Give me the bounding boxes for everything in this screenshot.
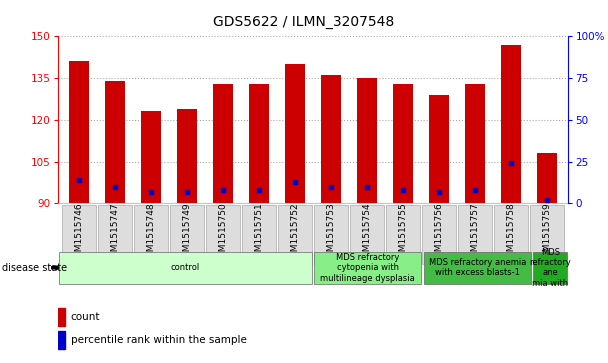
- Bar: [501, 45, 521, 203]
- Point: [218, 187, 228, 193]
- Text: GSM1515759: GSM1515759: [542, 203, 551, 263]
- Text: GSM1515749: GSM1515749: [183, 203, 192, 263]
- Point: [434, 189, 444, 195]
- Point: [290, 179, 300, 184]
- Bar: [465, 83, 485, 203]
- Text: percentile rank within the sample: percentile rank within the sample: [71, 335, 246, 345]
- Bar: [142, 111, 161, 203]
- Point: [182, 189, 192, 195]
- Text: control: control: [171, 263, 200, 272]
- Bar: [213, 83, 233, 203]
- Text: MDS
refractory
ane
mia with: MDS refractory ane mia with: [530, 248, 571, 288]
- Bar: [530, 204, 564, 264]
- Bar: [458, 204, 492, 264]
- Bar: [314, 204, 348, 264]
- Text: disease state: disease state: [2, 263, 67, 273]
- Text: count: count: [71, 312, 100, 322]
- Text: MDS refractory anemia
with excess blasts-1: MDS refractory anemia with excess blasts…: [429, 258, 526, 277]
- Bar: [206, 204, 240, 264]
- Point: [506, 160, 516, 166]
- Bar: [59, 252, 312, 284]
- Bar: [314, 252, 421, 284]
- Bar: [386, 204, 420, 264]
- Text: GSM1515747: GSM1515747: [111, 203, 120, 263]
- Text: MDS refractory
cytopenia with
multilineage dysplasia: MDS refractory cytopenia with multilinea…: [320, 253, 415, 283]
- Point: [398, 187, 408, 193]
- Bar: [170, 204, 204, 264]
- Bar: [249, 83, 269, 203]
- Text: GSM1515757: GSM1515757: [471, 203, 480, 263]
- Bar: [242, 204, 276, 264]
- Bar: [533, 252, 567, 284]
- Text: GDS5622 / ILMN_3207548: GDS5622 / ILMN_3207548: [213, 15, 395, 29]
- Text: GSM1515751: GSM1515751: [255, 203, 264, 263]
- Text: GSM1515748: GSM1515748: [147, 203, 156, 263]
- Text: GSM1515753: GSM1515753: [326, 203, 336, 263]
- Bar: [98, 204, 132, 264]
- Text: GSM1515750: GSM1515750: [219, 203, 228, 263]
- Bar: [393, 83, 413, 203]
- Text: GSM1515758: GSM1515758: [506, 203, 516, 263]
- Bar: [278, 204, 312, 264]
- Bar: [350, 204, 384, 264]
- Bar: [537, 153, 557, 203]
- Text: GSM1515754: GSM1515754: [362, 203, 371, 263]
- Bar: [494, 204, 528, 264]
- Bar: [134, 204, 168, 264]
- Point: [111, 184, 120, 189]
- Bar: [321, 75, 341, 203]
- Bar: [58, 331, 65, 349]
- Point: [74, 177, 84, 183]
- Point: [542, 197, 552, 203]
- Bar: [429, 95, 449, 203]
- Text: GSM1515746: GSM1515746: [75, 203, 84, 263]
- Point: [147, 189, 156, 195]
- Bar: [285, 64, 305, 203]
- Bar: [178, 109, 197, 203]
- Point: [254, 187, 264, 193]
- Text: GSM1515756: GSM1515756: [435, 203, 443, 263]
- Bar: [422, 204, 456, 264]
- Point: [326, 184, 336, 189]
- Text: GSM1515752: GSM1515752: [291, 203, 300, 263]
- Point: [362, 184, 372, 189]
- Bar: [63, 204, 96, 264]
- Point: [470, 187, 480, 193]
- Bar: [105, 81, 125, 203]
- Bar: [424, 252, 531, 284]
- Bar: [357, 78, 377, 203]
- Text: GSM1515755: GSM1515755: [398, 203, 407, 263]
- Bar: [58, 308, 65, 326]
- Bar: [69, 61, 89, 203]
